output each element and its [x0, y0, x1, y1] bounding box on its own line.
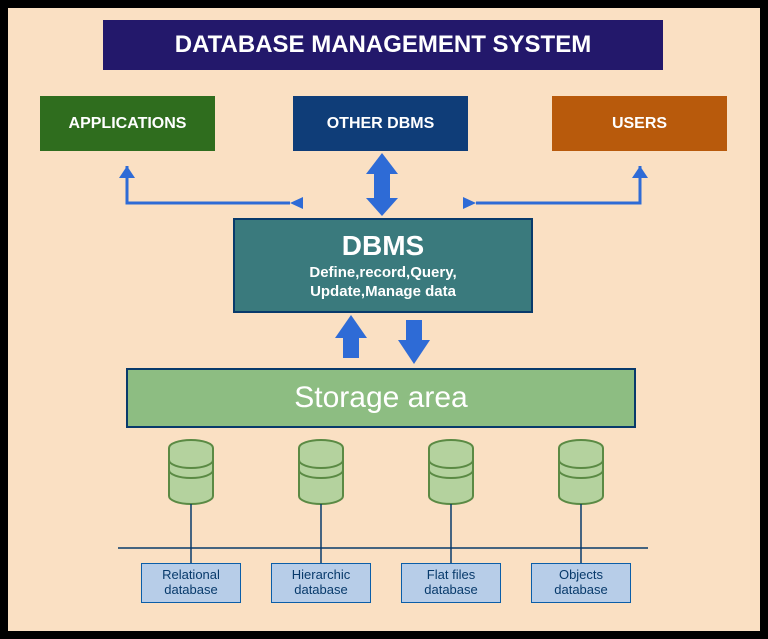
db-label-flatfiles: Flat files database	[401, 563, 501, 603]
dbms-subtitle: Define,record,Query, Update,Manage data	[309, 264, 456, 302]
db-label-relational: Relational database	[141, 563, 241, 603]
node-applications: APPLICATIONS	[40, 96, 215, 151]
node-users: USERS	[552, 96, 727, 151]
dbms-title: DBMS	[342, 230, 424, 262]
db-label-objects: Objects database	[531, 563, 631, 603]
db-cylinders	[169, 440, 603, 504]
db-label-hierarchic: Hierarchic database	[271, 563, 371, 603]
node-other-dbms: OTHER DBMS	[293, 96, 468, 151]
arrow-dbms-storage	[335, 315, 430, 364]
title-banner: DATABASE MANAGEMENT SYSTEM	[103, 20, 663, 70]
arrow-dbms-other	[366, 153, 398, 216]
node-storage: Storage area	[126, 368, 636, 428]
node-dbms: DBMS Define,record,Query, Update,Manage …	[233, 218, 533, 313]
diagram-canvas: DATABASE MANAGEMENT SYSTEM APPLICATIONS …	[8, 8, 760, 631]
